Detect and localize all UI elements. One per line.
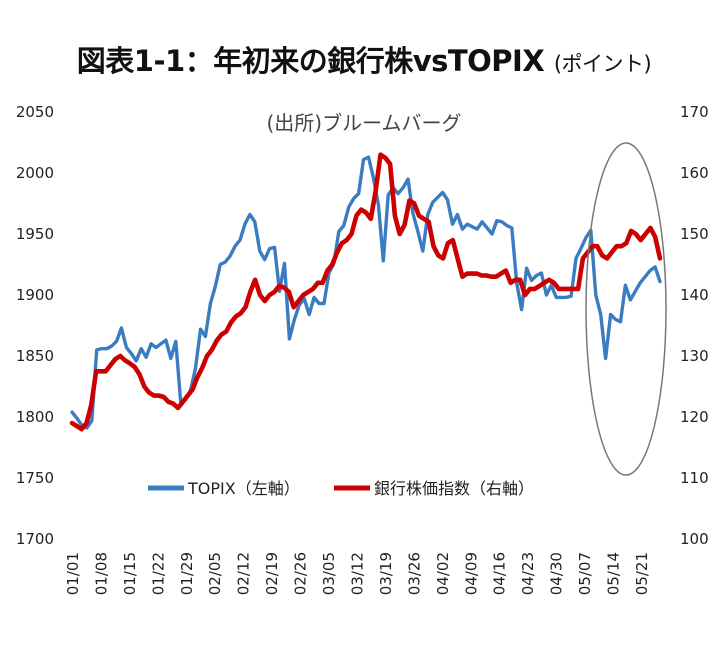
x-axis-tick-label: 03/26 xyxy=(405,552,423,595)
right-axis-tick-label: 100 xyxy=(680,530,709,548)
left-axis-tick-label: 1950 xyxy=(16,225,54,243)
x-axis: 01/01 01/08 01/15 01/22 01/29 02/05 02/12 02/19… xyxy=(64,552,651,595)
right-axis-tick-label: 120 xyxy=(680,408,709,426)
x-axis-tick-label: 05/14 xyxy=(604,552,622,595)
x-axis-tick-label: 05/07 xyxy=(576,552,594,595)
chart-title-main: 図表1-1：年初来の銀行株vsTOPIX xyxy=(76,44,545,78)
left-axis: 2050 2000 1950 1900 1850 1800 1750 1700 xyxy=(16,103,54,548)
legend-bank-label: 銀行株価指数（右軸） xyxy=(374,479,534,498)
x-axis-tick-label: 02/26 xyxy=(292,552,310,595)
x-axis-tick-label: 04/09 xyxy=(462,552,480,595)
x-axis-tick-label: 03/12 xyxy=(348,552,366,595)
chart-title-unit: (ポイント) xyxy=(553,52,652,76)
topix-series-line xyxy=(70,155,662,430)
left-axis-tick-label: 2000 xyxy=(16,164,54,182)
series-group xyxy=(69,152,663,432)
legend-topix-label: TOPIX（左軸） xyxy=(187,479,300,498)
x-axis-tick-label: 04/23 xyxy=(519,552,537,595)
left-axis-tick-label: 1700 xyxy=(16,530,54,548)
right-axis-tick-label: 170 xyxy=(680,103,709,121)
x-axis-tick-label: 01/15 xyxy=(121,552,139,595)
left-axis-tick-label: 2050 xyxy=(16,103,54,121)
chart-source: (出所)ブルームバーグ xyxy=(266,111,462,135)
right-axis: 170 160 150 140 130 120 110 100 xyxy=(680,103,709,548)
chart-title: 図表1-1：年初来の銀行株vsTOPIX (ポイント) xyxy=(0,38,728,80)
x-axis-tick-label: 04/16 xyxy=(491,552,509,595)
x-axis-tick-label: 01/22 xyxy=(149,552,167,595)
x-axis-tick-label: 01/08 xyxy=(92,552,110,595)
x-axis-tick-label: 02/19 xyxy=(263,552,281,595)
x-axis-tick-label: 04/02 xyxy=(434,552,452,595)
x-axis-tick-label: 03/19 xyxy=(377,552,395,595)
left-axis-tick-label: 1800 xyxy=(16,408,54,426)
x-axis-tick-label: 01/29 xyxy=(178,552,196,595)
right-axis-tick-label: 130 xyxy=(680,347,709,365)
left-axis-tick-label: 1900 xyxy=(16,286,54,304)
right-axis-tick-label: 150 xyxy=(680,225,709,243)
x-axis-tick-label: 03/05 xyxy=(320,552,338,595)
x-axis-tick-label: 02/05 xyxy=(206,552,224,595)
legend: TOPIX（左軸） 銀行株価指数（右軸） xyxy=(148,479,534,498)
x-axis-tick-label: 05/21 xyxy=(633,552,651,595)
x-axis-tick-label: 04/30 xyxy=(548,552,566,595)
bank-index-series-line xyxy=(69,152,663,432)
left-axis-tick-label: 1850 xyxy=(16,347,54,365)
right-axis-tick-label: 160 xyxy=(680,164,709,182)
x-axis-tick-label: 01/01 xyxy=(64,552,82,595)
right-axis-tick-label: 110 xyxy=(680,469,709,487)
highlight-ellipse xyxy=(585,142,667,476)
x-axis-tick-label: 02/12 xyxy=(235,552,253,595)
left-axis-tick-label: 1750 xyxy=(16,469,54,487)
right-axis-tick-label: 140 xyxy=(680,286,709,304)
